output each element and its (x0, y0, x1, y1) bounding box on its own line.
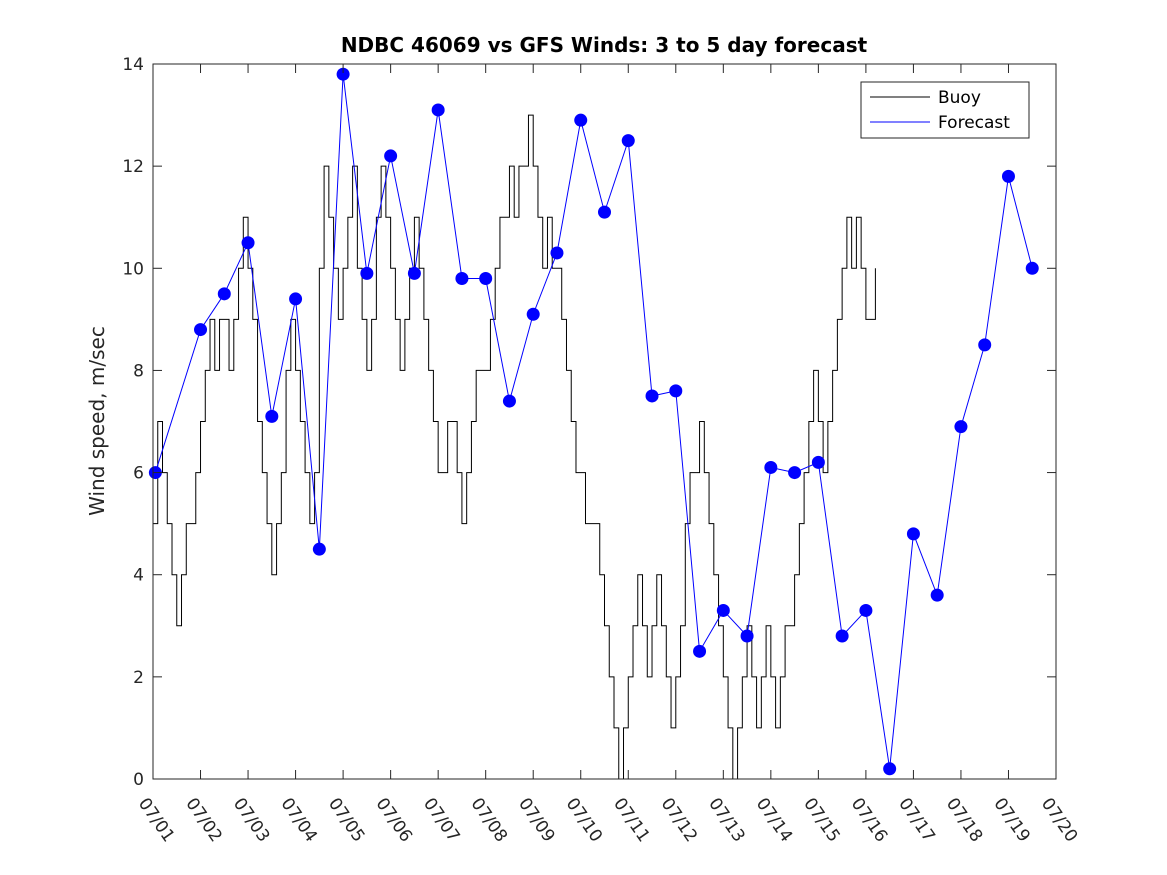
x-tick-label: 07/14 (752, 794, 796, 846)
forecast-point (978, 338, 992, 352)
forecast-point (312, 542, 326, 556)
forecast-point (669, 384, 683, 398)
x-tick-label: 07/03 (229, 794, 273, 846)
x-tick-label: 07/07 (419, 794, 463, 846)
forecast-point (336, 67, 350, 81)
legend: Buoy Forecast (860, 81, 1030, 139)
x-tick-label: 07/16 (847, 794, 891, 846)
x-tick-label: 07/08 (467, 794, 511, 846)
x-tick-label: 07/17 (894, 794, 938, 846)
forecast-point (265, 409, 279, 423)
y-tick-label: 8 (133, 361, 144, 381)
forecast-point (883, 762, 897, 776)
x-tick-label: 07/19 (989, 794, 1033, 846)
forecast-point (217, 287, 231, 301)
x-tick-label: 07/15 (799, 794, 843, 846)
y-tick-label: 10 (122, 259, 144, 279)
forecast-point (954, 420, 968, 434)
y-tick-label: 0 (133, 770, 144, 790)
forecast-point (502, 394, 516, 408)
forecast-point (598, 205, 611, 219)
x-tick-label: 07/11 (609, 794, 653, 846)
forecast-point (241, 236, 255, 250)
forecast-point (693, 644, 707, 658)
forecast-point (740, 629, 754, 643)
legend-box (860, 81, 1030, 139)
forecast-point (479, 272, 493, 285)
buoy-line (153, 114, 876, 780)
y-tick-label: 4 (133, 566, 144, 586)
forecast-point (526, 307, 540, 321)
forecast-point (407, 266, 421, 280)
y-axis-label: Wind speed, m/sec (85, 326, 109, 516)
forecast-point (716, 603, 730, 617)
x-tick-label: 07/05 (324, 794, 368, 846)
plot-frame (152, 63, 1057, 780)
forecast-point (550, 246, 564, 260)
forecast-point (384, 149, 398, 163)
y-tick-label: 14 (122, 55, 144, 75)
y-tick-label: 2 (133, 668, 144, 688)
forecast-point (360, 266, 374, 280)
x-tick-label: 07/02 (181, 794, 225, 846)
forecast-point (194, 323, 208, 337)
forecast-point (930, 588, 944, 602)
x-tick-label: 07/10 (562, 794, 606, 846)
forecast-point (621, 134, 635, 148)
forecast-point (431, 103, 445, 117)
legend-forecast-label: Forecast (938, 113, 1010, 133)
buoy-series (153, 114, 876, 780)
forecast-point (788, 466, 802, 480)
x-tick-label: 07/09 (514, 794, 558, 846)
plot-area (153, 64, 1056, 779)
forecast-point (764, 460, 778, 474)
forecast-point (455, 272, 469, 285)
x-tick-label: 07/01 (134, 794, 178, 846)
y-tick-label: 12 (122, 157, 144, 177)
x-tick-label: 07/13 (704, 794, 748, 846)
y-axis: 0 2 4 6 8 10 12 14 (122, 55, 1056, 790)
forecast-point (1025, 261, 1039, 275)
forecast-point (289, 292, 303, 306)
forecast-point (835, 629, 849, 643)
x-tick-label: 07/04 (276, 794, 320, 846)
forecast-point (811, 455, 825, 469)
y-tick-label: 6 (133, 464, 144, 484)
x-tick-label: 07/18 (942, 794, 986, 846)
x-tick-label: 07/12 (657, 794, 701, 846)
forecast-point (574, 113, 588, 127)
forecast-point (645, 389, 659, 403)
legend-buoy-label: Buoy (938, 88, 981, 108)
forecast-point (906, 527, 920, 541)
x-tick-label: 07/06 (372, 794, 416, 846)
forecast-point (859, 603, 873, 617)
x-tick-label: 07/20 (1037, 794, 1081, 846)
forecast-point (1001, 169, 1015, 183)
forecast-points (148, 67, 1039, 776)
chart-title: NDBC 46069 vs GFS Winds: 3 to 5 day fore… (341, 33, 868, 57)
